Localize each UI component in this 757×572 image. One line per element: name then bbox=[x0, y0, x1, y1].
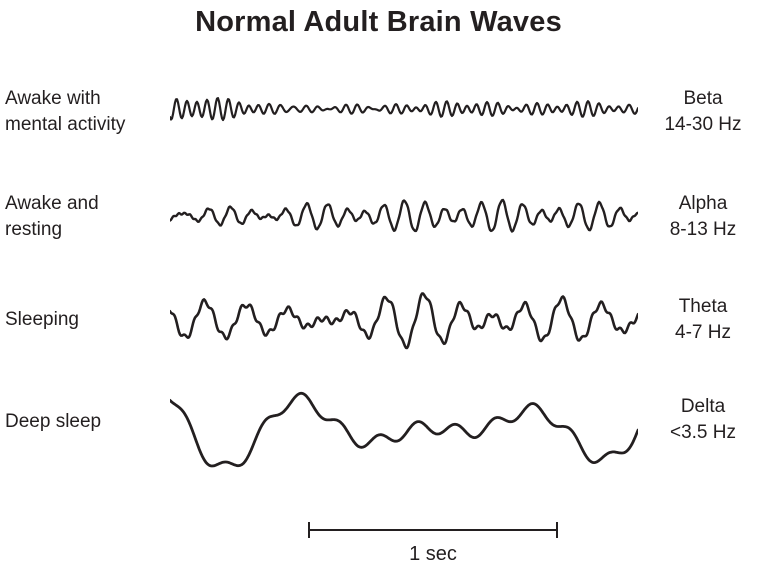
state-label-sleeping: Sleeping bbox=[5, 309, 79, 330]
frequency-range: 4-7 Hz bbox=[675, 322, 731, 343]
state-label-awake-mental: Awake with mental activity bbox=[5, 88, 126, 135]
wave-trace-delta bbox=[170, 391, 638, 468]
band-label-beta: Beta 14-30 Hz bbox=[653, 86, 753, 138]
wave-trace-beta bbox=[170, 97, 638, 122]
frequency-range: 8-13 Hz bbox=[669, 219, 737, 240]
band-label-theta: Theta 4-7 Hz bbox=[653, 294, 753, 346]
wave-trace-theta bbox=[170, 292, 638, 350]
wave-trace-alpha bbox=[170, 198, 638, 233]
frequency-range: 14-30 Hz bbox=[664, 114, 742, 135]
time-scale-label: 1 sec bbox=[409, 543, 457, 565]
state-label-awake-resting: Awake and resting bbox=[5, 193, 99, 240]
state-label-deep-sleep: Deep sleep bbox=[5, 411, 102, 432]
band-name: Delta bbox=[680, 396, 726, 417]
figure-title: Normal Adult Brain Waves bbox=[195, 6, 562, 38]
time-scale-bar bbox=[308, 522, 558, 538]
band-name: Alpha bbox=[678, 193, 728, 214]
frequency-range: <3.5 Hz bbox=[669, 422, 736, 443]
band-label-delta: Delta <3.5 Hz bbox=[653, 394, 753, 446]
band-label-alpha: Alpha 8-13 Hz bbox=[653, 191, 753, 243]
band-name: Beta bbox=[683, 88, 723, 109]
time-scale-line bbox=[310, 529, 556, 531]
band-name: Theta bbox=[678, 296, 728, 317]
